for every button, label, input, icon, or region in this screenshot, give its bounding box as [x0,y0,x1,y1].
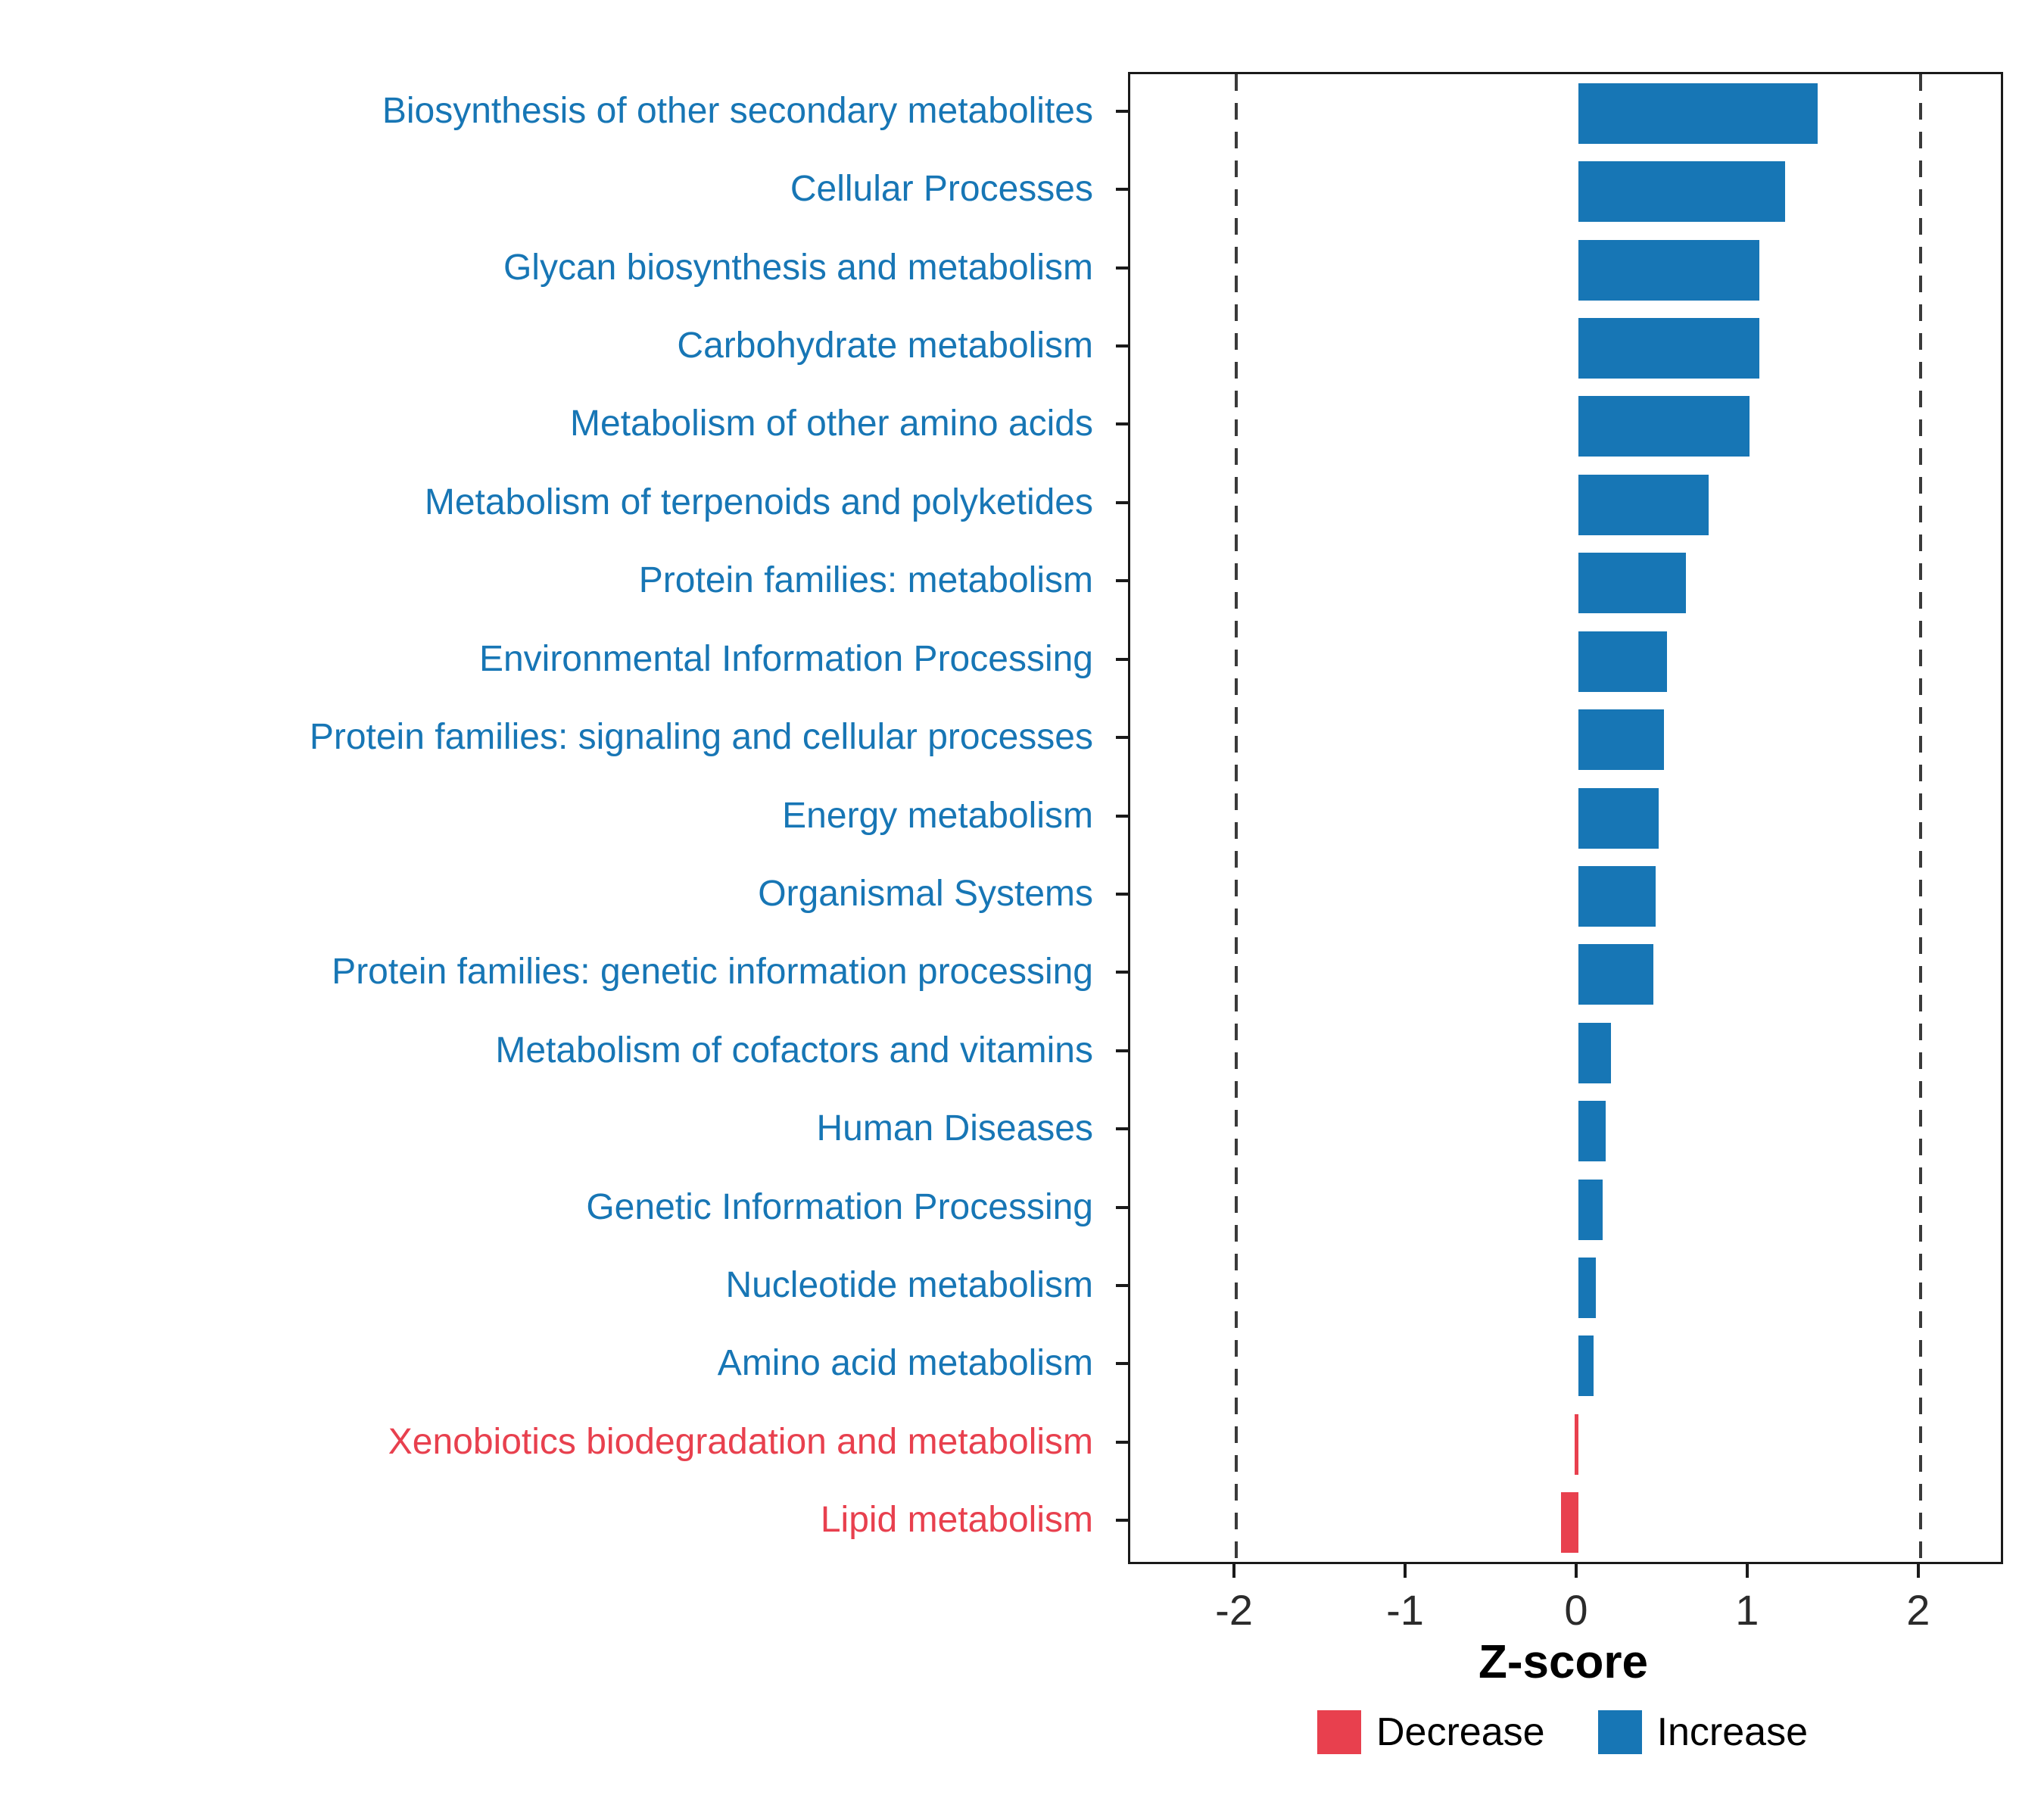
y-axis-tick [1116,422,1129,426]
bar [1578,944,1654,1005]
bar [1578,553,1687,614]
x-axis-tick [1232,1564,1236,1578]
category-label: Metabolism of other amino acids [570,404,1093,444]
category-label: Metabolism of terpenoids and polyketides [424,482,1093,522]
legend-label-increase: Increase [1656,1710,1809,1754]
x-axis-tick [1745,1564,1749,1578]
x-tick-label: -2 [1215,1586,1253,1634]
y-axis-tick [1116,892,1129,896]
category-label: Lipid metabolism [820,1500,1093,1541]
bar [1578,1101,1606,1162]
legend-item-decrease: Decrease [1317,1709,1545,1755]
x-tick-label: -1 [1386,1586,1424,1634]
category-label: Protein families: signaling and cellular… [309,717,1093,758]
category-label: Nucleotide metabolism [725,1265,1093,1306]
y-axis-tick [1116,500,1129,504]
category-label: Human Diseases [816,1108,1093,1149]
y-axis-tick [1116,814,1129,818]
y-axis-tick [1116,109,1129,113]
y-axis-tick [1116,736,1129,740]
decrease-color-swatch [1317,1710,1361,1754]
reference-dashed-line [1235,74,1239,1562]
y-axis-tick [1116,1205,1129,1209]
y-axis-tick [1116,1049,1129,1052]
bar [1578,474,1709,535]
increase-color-swatch [1597,1710,1642,1754]
category-label: Carbohydrate metabolism [677,325,1093,366]
bar [1575,1413,1578,1475]
y-axis-tick [1116,266,1129,270]
bar [1578,317,1760,379]
category-label: Metabolism of cofactors and vitamins [495,1030,1093,1071]
legend-label-decrease: Decrease [1376,1710,1545,1754]
category-label: Xenobiotics biodegradation and metabolis… [388,1421,1093,1462]
bar [1578,83,1818,144]
y-axis-tick [1116,657,1129,661]
y-axis-tick [1116,1362,1129,1366]
category-label: Protein families: metabolism [638,560,1093,601]
bar [1578,1179,1603,1240]
bar [1578,709,1664,771]
category-label: Amino acid metabolism [717,1343,1093,1384]
bar [1578,1022,1611,1083]
bar [1578,239,1760,301]
x-axis-tick [1916,1564,1920,1578]
category-label: Biosynthesis of other secondary metaboli… [382,90,1093,131]
bar [1578,631,1668,692]
x-tick-label: 2 [1906,1586,1930,1634]
category-label: Environmental Information Processing [478,638,1093,679]
y-axis-tick [1116,1519,1129,1522]
bar [1578,1258,1596,1319]
x-tick-label: 0 [1564,1586,1588,1634]
bar [1578,787,1659,849]
category-label: Energy metabolism [782,795,1093,836]
y-axis-tick [1116,1284,1129,1288]
y-axis-tick [1116,1127,1129,1131]
reference-dashed-line [1918,74,1922,1562]
x-axis-title: Z-score [1478,1636,1648,1688]
plot-panel [1128,72,2003,1564]
y-axis-tick [1116,188,1129,192]
bar [1561,1492,1578,1554]
y-axis-tick [1116,579,1129,583]
legend-item-increase: Increase [1597,1709,1809,1755]
legend: Decrease Increase [1317,1709,1808,1755]
category-label: Protein families: genetic information pr… [332,952,1093,993]
category-label: Genetic Information Processing [586,1186,1093,1227]
bar [1578,396,1750,457]
x-axis-tick [1404,1564,1407,1578]
y-axis-tick [1116,971,1129,974]
x-axis-tick [1574,1564,1578,1578]
y-axis-tick [1116,1440,1129,1444]
bar [1578,1335,1594,1397]
y-axis-tick [1116,344,1129,348]
x-tick-label: 1 [1735,1586,1759,1634]
bar [1578,865,1656,927]
category-label: Glycan biosynthesis and metabolism [503,247,1093,288]
category-label: Cellular Processes [790,169,1093,210]
bar [1578,161,1786,223]
category-label: Organismal Systems [758,873,1093,914]
